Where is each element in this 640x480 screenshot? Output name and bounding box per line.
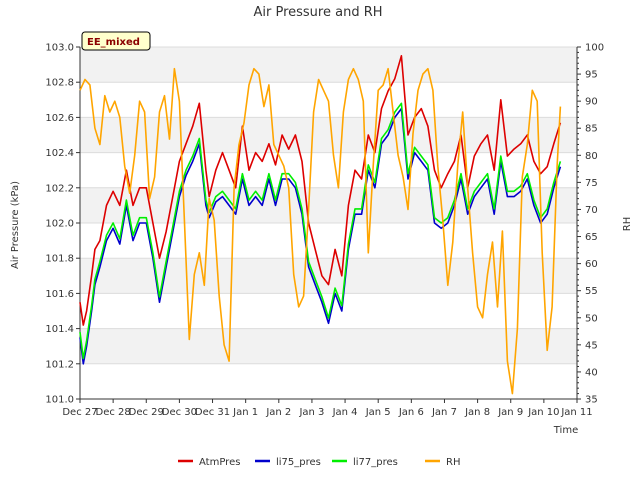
x-tick-label: Jan 7 [431,407,457,418]
y-tick-right-label: 55 [585,286,598,297]
plot-band [80,187,577,223]
plot-band [80,363,577,399]
x-tick-label: Jan 9 [497,407,523,418]
legend-label: AtmPres [199,457,240,468]
legend-label: li77_pres [353,457,398,468]
series-line-atmpres [79,54,562,326]
series-line-li75-pres [79,107,562,365]
series-line-rh [79,67,562,395]
y-tick-right-label: 60 [585,259,598,270]
badge-box [81,31,151,51]
x-tick-label: Dec 29 [129,407,164,418]
y-tick-left-label: 101.6 [45,289,74,300]
y-tick-right-label: 40 [585,367,598,378]
legend-label: li75_pres [276,457,321,468]
x-tick-label: Jan 2 [265,407,291,418]
y-tick-left-label: 101.2 [45,359,74,370]
x-tick-label: Jan 4 [332,407,358,418]
x-tick-label: Jan 5 [365,407,391,418]
series-lines [79,54,562,395]
plot-band [80,47,577,83]
y-tick-right-label: 85 [585,124,598,135]
x-tick-label: Dec 27 [62,407,97,418]
x-tick-label: Jan 10 [527,407,559,418]
legend: AtmPres li75_pres li77_pres RH [178,457,460,468]
y-axis-right-title: RH [622,217,633,231]
x-axis-title: Time [553,425,578,436]
x-tick-label: Jan 3 [298,407,324,418]
x-tick-label: Jan 1 [232,407,258,418]
y-tick-left-label: 102.4 [45,148,74,159]
y-tick-right-label: 100 [585,43,604,54]
y-tick-left-label: 102.6 [45,113,74,124]
y-tick-left-label: 102.8 [45,78,74,89]
y-axis-left-title: Air Pressure (kPa) [10,181,21,269]
y-tick-right-label: 75 [585,178,598,189]
x-tick-label: Dec 31 [195,407,230,418]
y-axis-left: 101.0 101.2 101.4 101.6 101.8 102.0 102.2 102.4… [45,43,81,406]
y-tick-right-label: 50 [585,313,598,324]
y-tick-right-label: 80 [585,151,598,162]
y-tick-left-label: 103.0 [45,43,74,54]
y-tick-right-label: 95 [585,70,598,81]
chart-title: Air Pressure and RH [253,5,382,20]
y-tick-left-label: 101.8 [45,254,74,265]
y-tick-right-label: 65 [585,232,598,243]
y-tick-left-label: 101.4 [45,324,74,335]
y-tick-left-label: 102.0 [45,219,74,230]
x-tick-label: Jan 11 [560,407,592,418]
x-tick-label: Dec 28 [96,407,131,418]
y-tick-right-label: 45 [585,340,598,351]
y-axis-right: 35 40 45 50 55 60 65 70 75 80 85 90 95 100 [576,43,604,406]
plot-band [80,117,577,153]
plot-band [80,328,577,364]
y-tick-left-label: 101.0 [45,395,74,406]
y-tick-right-label: 35 [585,395,598,406]
badge: EE_mixed [81,31,151,51]
y-tick-left-label: 102.2 [45,183,74,194]
plot-band [80,223,577,259]
x-tick-label: Jan 6 [398,407,424,418]
badge-label: EE_mixed [87,37,140,48]
series-line-li77-pres [79,102,562,360]
legend-label: RH [446,457,460,468]
x-tick-label: Jan 8 [464,407,490,418]
y-tick-right-label: 70 [585,205,598,216]
x-tick-label: Dec 30 [162,407,197,418]
y-tick-right-label: 90 [585,97,598,108]
